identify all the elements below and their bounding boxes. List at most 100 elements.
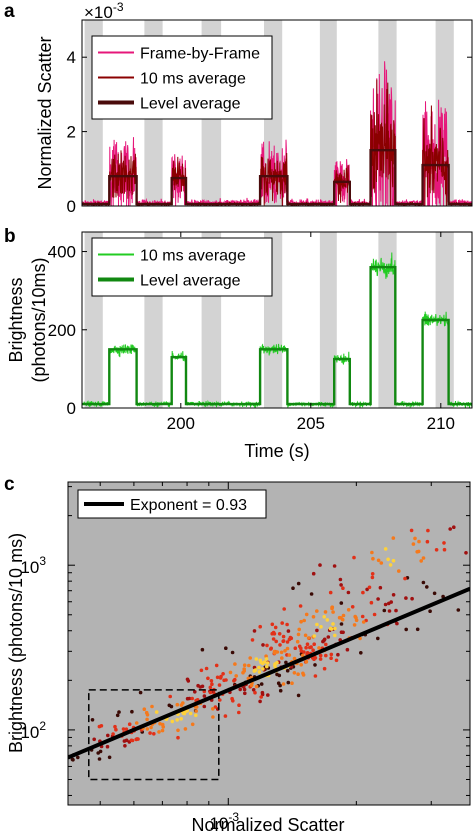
c-point-362 [297,628,301,632]
c-point-228 [323,667,327,671]
panel-c-letter: c [4,474,15,495]
c-point-186 [341,586,345,590]
c-point-315 [347,608,351,612]
c-point-344 [330,607,334,611]
c-point-349 [353,623,357,627]
c-point-120 [315,629,319,633]
b-legend-label-0: 10 ms average [140,248,246,265]
c-point-51 [170,705,174,709]
b-legend-label-1: Level average [140,273,241,290]
c-point-250 [352,556,356,560]
c-point-326 [283,649,287,653]
c-point-431 [183,712,187,716]
c-point-342 [296,672,300,676]
c-point-224 [443,548,447,552]
c-point-299 [362,620,366,624]
c-point-73 [312,572,316,576]
c-point-88 [404,596,408,600]
c-point-178 [200,669,204,673]
c-point-316 [234,674,238,678]
c-legend-label: Exponent = 0.93 [130,497,247,514]
c-point-11 [117,710,121,714]
c-point-401 [280,656,284,660]
c-point-230 [251,638,255,642]
c-point-399 [341,618,345,622]
c-point-175 [361,591,365,595]
c-point-233 [311,648,315,652]
c-point-122 [258,700,262,704]
c-point-162 [130,739,134,743]
c-point-335 [150,705,154,709]
panel-b-y-axis-label-units: (photons/10ms) [29,257,49,382]
c-point-156 [376,597,380,601]
c-point-383 [145,718,149,722]
c-point-81 [203,705,207,709]
c-point-176 [269,647,273,651]
c-point-447 [179,717,183,721]
c-point-347 [422,556,426,560]
c-point-437 [261,662,265,666]
c-point-47 [98,757,102,761]
c-point-451 [273,664,277,668]
c-point-63 [224,646,228,650]
c-point-256 [274,640,278,644]
c-point-174 [209,691,213,695]
c-point-86 [266,693,270,697]
panel-a-multiplier: ×10-3 [84,0,124,22]
c-point-157 [321,640,325,644]
c-point-100 [471,537,474,541]
c-point-44 [422,581,426,585]
c-point-54 [278,684,282,688]
c-point-211 [113,725,117,729]
c-point-319 [161,729,165,733]
c-point-380 [331,610,335,614]
c-point-107 [392,593,396,597]
b-ytick-label-0: 0 [67,399,76,418]
c-point-329 [317,646,321,650]
c-point-297 [290,637,294,641]
c-point-391 [415,550,419,554]
c-point-420 [333,634,337,638]
c-point-273 [435,548,439,552]
c-point-118 [186,678,190,682]
c-point-295 [233,678,237,682]
c-point-412 [384,547,388,551]
c-point-454 [265,665,269,669]
c-point-41 [287,681,291,685]
c-point-40 [76,756,80,760]
c-point-102 [243,688,247,692]
c-point-441 [331,622,335,626]
c-point-433 [392,559,396,563]
c-point-351 [370,551,374,555]
c-point-402 [338,616,342,620]
c-point-43 [433,592,437,596]
a-ytick-label-2: 2 [67,123,76,142]
c-point-128 [394,609,398,613]
c-point-237 [176,736,180,740]
panel-b-x-axis-label: Time (s) [244,441,309,461]
c-point-339 [297,633,301,637]
c-point-5 [21,772,25,776]
c-point-111 [339,583,343,587]
c-point-266 [294,646,298,650]
c-point-436 [257,666,261,670]
c-point-8 [22,762,26,766]
c-point-276 [371,572,375,576]
c-point-379 [304,634,308,638]
c-point-197 [370,601,374,605]
c-point-372 [293,671,297,675]
c-point-150 [384,603,388,607]
c-point-304 [229,671,233,675]
c-point-397 [158,722,162,726]
c-point-58 [108,756,112,760]
a-legend-label-0: Frame-by-Frame [140,46,260,63]
c-point-207 [442,541,446,545]
c-point-428 [326,618,330,622]
c-point-179 [335,659,339,663]
c-point-452 [319,625,323,629]
c-point-366 [315,609,319,613]
c-point-445 [261,667,265,671]
c-point-352 [397,569,401,573]
c-point-413 [322,615,326,619]
